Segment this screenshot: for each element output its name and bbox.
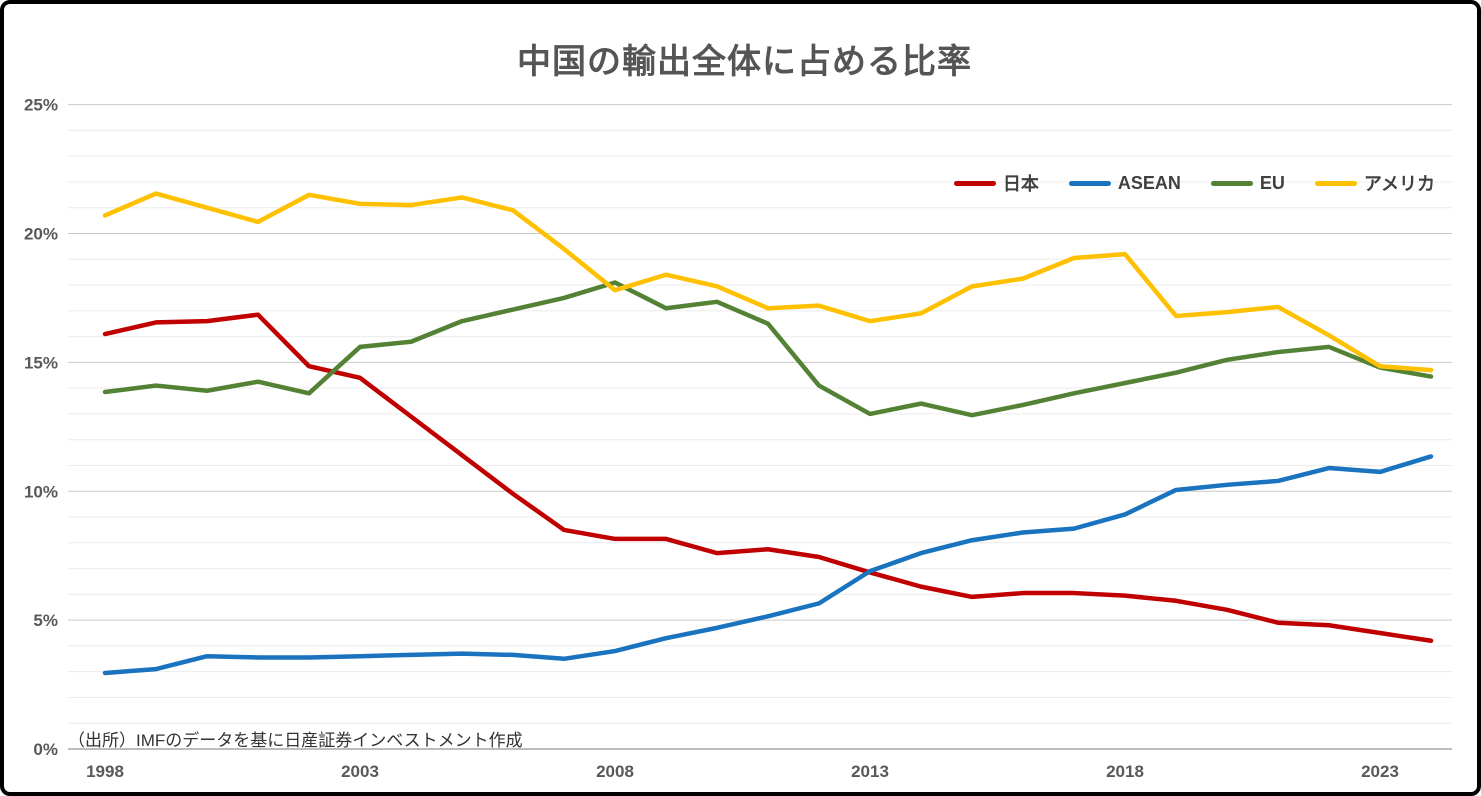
x-tick-label: 2018 [1106,762,1144,781]
x-tick-label: 2013 [851,762,889,781]
x-axis-tick-labels: 1998 2003 2008 2013 2018 2023 [86,762,1399,781]
legend-item-アメリカ: アメリカ [1314,170,1435,196]
series-line-ASEAN [102,454,1434,676]
y-tick-label: 15% [24,353,58,372]
x-tick-label: 2023 [1361,762,1399,781]
y-tick-label: 25% [24,96,58,115]
series-line-日本 [102,312,1434,643]
legend-line-sample [1068,180,1111,186]
chart-title: 中国の輸出全体に占める比率 [517,43,972,81]
legend: 日本 ASEAN EU アメリカ [953,170,1435,196]
source-note: （出所）IMFのデータを基に日産証券インベストメント作成 [68,731,523,750]
series-line-アメリカ [102,191,1434,373]
y-axis-tick-labels: 0% 5% 10% 15% 20% 25% [24,96,58,759]
legend-line-sample [953,180,996,186]
legend-item-ASEAN: ASEAN [1068,172,1181,194]
legend-label: アメリカ [1363,174,1435,194]
legend-line-sample [1210,180,1253,186]
series-line-EU [102,280,1434,418]
minor-gridlines [68,129,1452,724]
x-tick-label: 2003 [341,762,379,781]
legend-item-日本: 日本 [953,170,1039,196]
y-tick-label: 10% [24,482,58,501]
legend-line-sample [1314,180,1357,186]
line-chart-canvas: 0% 5% 10% 15% 20% 25% 1998 2003 2008 2013 2018 2023 [24,96,1452,781]
legend-label: ASEAN [1117,172,1181,193]
legend-item-EU: EU [1210,172,1285,194]
y-tick-label: 20% [24,225,58,244]
legend-label: 日本 [1002,174,1039,194]
y-tick-label: 5% [33,611,58,630]
x-tick-label: 2008 [596,762,634,781]
x-tick-label: 1998 [86,762,124,781]
legend-label: EU [1259,172,1285,193]
y-tick-label: 0% [33,740,58,759]
